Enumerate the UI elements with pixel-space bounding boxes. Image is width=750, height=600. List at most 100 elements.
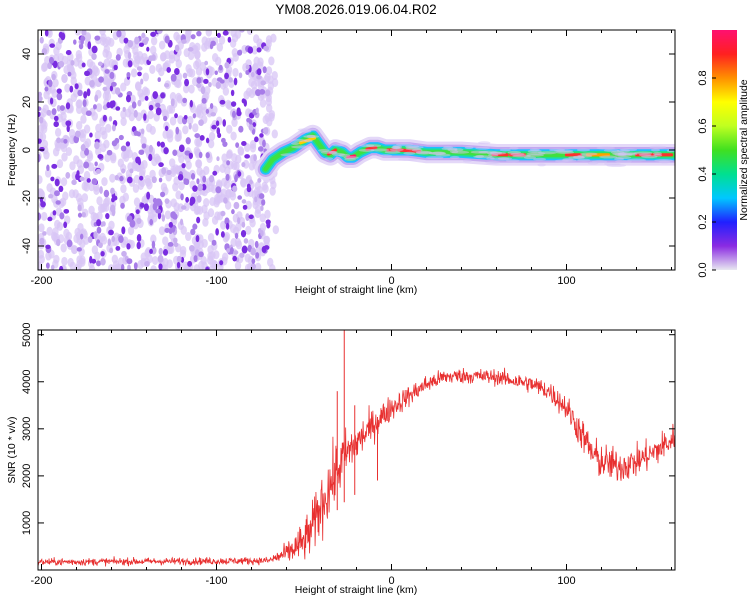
noise-dot <box>120 145 127 152</box>
noise-dot <box>58 60 65 68</box>
ridge-haze <box>449 155 460 159</box>
noise-haze-blob <box>234 261 242 270</box>
noise-dot <box>255 107 259 114</box>
noise-haze-blob <box>120 82 127 92</box>
noise-haze-blob <box>249 140 257 150</box>
noise-dot <box>127 60 133 68</box>
noise-dot <box>235 142 240 148</box>
noise-dot <box>139 202 145 208</box>
noise-dot <box>53 115 59 122</box>
ridge-haze <box>485 160 501 164</box>
noise-dot <box>92 104 97 110</box>
noise-dot <box>198 151 203 159</box>
noise-dot <box>56 92 63 101</box>
noise-haze-blob <box>196 166 203 176</box>
noise-dot <box>148 153 153 162</box>
noise-dot <box>146 46 150 52</box>
noise-haze-blob <box>203 86 211 96</box>
ridge-haze <box>599 155 618 159</box>
noise-dot <box>111 235 116 243</box>
chart-title: YM08.2026.019.06.04.R02 <box>275 2 436 17</box>
noise-dot <box>218 64 223 71</box>
noise-haze-blob <box>194 205 201 215</box>
noise-dot <box>243 238 249 244</box>
noise-dot <box>219 79 225 84</box>
noise-haze-blob <box>93 182 100 192</box>
noise-dot <box>174 44 180 53</box>
noise-haze-blob <box>203 165 210 175</box>
noise-dot <box>211 124 217 130</box>
noise-dot <box>54 190 60 197</box>
noise-dot <box>94 141 100 150</box>
noise-dot <box>133 262 138 270</box>
noise-dot <box>129 168 134 174</box>
noise-dot <box>140 128 145 135</box>
ridge-haze <box>562 158 574 162</box>
noise-dot <box>163 115 168 122</box>
noise-dot <box>183 114 188 120</box>
noise-dot <box>174 113 178 119</box>
noise-dot <box>173 237 178 244</box>
noise-dot <box>195 234 200 243</box>
noise-dot <box>125 141 131 147</box>
noise-dot <box>250 247 256 256</box>
snr-y-tick-label: 2000 <box>21 464 33 488</box>
noise-dot <box>56 137 61 144</box>
noise-haze-blob <box>197 109 204 119</box>
noise-dot <box>83 161 90 169</box>
noise-haze-blob <box>173 202 180 212</box>
noise-haze-blob <box>52 54 60 64</box>
noise-dot <box>180 256 185 263</box>
noise-dot <box>236 107 241 115</box>
noise-dot <box>215 186 222 194</box>
noise-haze-blob <box>146 180 153 190</box>
noise-dot <box>67 71 72 77</box>
noise-haze-blob <box>52 78 59 88</box>
noise-dot <box>155 102 161 108</box>
noise-dot <box>248 124 254 131</box>
noise-dot <box>38 154 41 162</box>
ridge-haze <box>403 151 416 155</box>
noise-dot <box>126 215 133 222</box>
noise-dot <box>168 221 173 228</box>
noise-haze-blob <box>264 209 271 219</box>
noise-dot <box>155 107 162 116</box>
noise-haze-blob <box>226 124 233 134</box>
noise-haze-blob <box>168 104 176 114</box>
noise-haze-blob <box>164 60 171 70</box>
noise-dot <box>39 116 44 124</box>
noise-dot <box>176 261 181 269</box>
noise-haze-blob <box>158 40 166 50</box>
noise-haze-blob <box>162 236 169 246</box>
noise-haze-blob <box>38 254 45 264</box>
noise-dot <box>85 110 92 117</box>
noise-dot <box>215 228 219 236</box>
noise-dot <box>220 231 225 238</box>
noise-haze-blob <box>272 225 280 235</box>
noise-dot <box>51 108 57 116</box>
noise-dot <box>55 200 61 205</box>
noise-dot <box>83 91 88 99</box>
noise-dot <box>193 255 198 263</box>
noise-haze-blob <box>137 180 144 190</box>
noise-dot <box>143 203 149 212</box>
ridge-haze <box>576 148 591 152</box>
ridge-haze <box>606 164 627 168</box>
noise-dot <box>89 79 95 88</box>
noise-dot <box>204 60 209 66</box>
noise-dot <box>250 72 255 78</box>
noise-dot <box>38 212 42 221</box>
noise-haze-blob <box>75 120 83 130</box>
noise-dot <box>258 193 265 199</box>
noise-dot <box>137 99 142 107</box>
ridge-haze <box>290 141 300 145</box>
noise-haze-blob <box>130 68 138 78</box>
noise-dot <box>138 42 145 47</box>
noise-dot <box>196 30 202 37</box>
noise-haze-blob <box>225 99 232 109</box>
snr-x-tick-label: -200 <box>30 575 52 587</box>
noise-dot <box>255 252 260 259</box>
noise-dot <box>106 101 111 109</box>
noise-haze-blob <box>216 42 224 52</box>
ridge-haze <box>587 161 599 165</box>
